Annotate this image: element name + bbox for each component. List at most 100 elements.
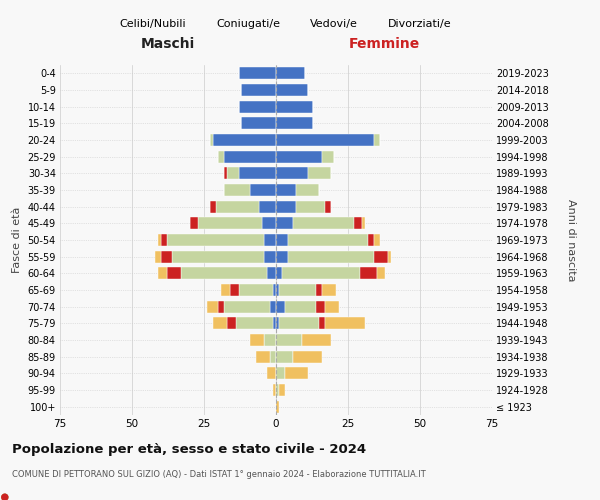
Bar bbox=[155, 250, 161, 262]
Bar bbox=[158, 268, 167, 280]
Bar bbox=[270, 300, 276, 312]
Bar bbox=[276, 268, 282, 280]
Bar bbox=[273, 384, 276, 396]
Text: Popolazione per età, sesso e stato civile - 2024: Popolazione per età, sesso e stato civil… bbox=[12, 442, 366, 456]
Bar bbox=[276, 134, 374, 146]
Bar bbox=[276, 250, 287, 262]
Bar bbox=[224, 168, 227, 179]
Text: COMUNE DI PETTORANO SUL GIZIO (AQ) - Dati ISTAT 1° gennaio 2024 - Elaborazione T: COMUNE DI PETTORANO SUL GIZIO (AQ) - Dat… bbox=[12, 470, 426, 479]
Bar bbox=[239, 100, 276, 112]
Bar bbox=[276, 68, 305, 80]
Bar bbox=[265, 234, 276, 246]
Bar bbox=[276, 318, 279, 330]
Bar bbox=[210, 134, 212, 146]
Bar bbox=[268, 268, 276, 280]
Bar bbox=[273, 284, 276, 296]
Bar bbox=[276, 118, 313, 130]
Bar bbox=[224, 184, 250, 196]
Bar bbox=[161, 234, 167, 246]
Bar bbox=[250, 334, 265, 346]
Bar bbox=[256, 350, 270, 362]
Y-axis label: Anni di nascita: Anni di nascita bbox=[566, 198, 576, 281]
Bar bbox=[212, 318, 227, 330]
Bar bbox=[268, 368, 276, 380]
Bar bbox=[250, 184, 276, 196]
Bar bbox=[276, 100, 313, 112]
Bar bbox=[374, 234, 380, 246]
Bar bbox=[241, 84, 276, 96]
Bar bbox=[359, 268, 377, 280]
Y-axis label: Fasce di età: Fasce di età bbox=[12, 207, 22, 273]
Bar bbox=[276, 384, 279, 396]
Bar bbox=[227, 318, 236, 330]
Bar bbox=[287, 234, 368, 246]
Bar bbox=[276, 234, 287, 246]
Bar bbox=[239, 168, 276, 179]
Bar bbox=[158, 234, 161, 246]
Bar bbox=[265, 250, 276, 262]
Bar bbox=[224, 150, 276, 162]
Bar bbox=[325, 300, 340, 312]
Bar bbox=[239, 68, 276, 80]
Bar bbox=[270, 350, 276, 362]
Bar bbox=[227, 168, 239, 179]
Bar bbox=[218, 150, 224, 162]
Bar bbox=[181, 268, 268, 280]
Bar bbox=[167, 234, 265, 246]
Bar bbox=[319, 318, 325, 330]
Bar bbox=[284, 300, 316, 312]
Bar bbox=[207, 300, 218, 312]
Bar bbox=[276, 368, 284, 380]
Bar bbox=[296, 184, 319, 196]
Bar bbox=[259, 200, 276, 212]
Bar bbox=[388, 250, 391, 262]
Bar bbox=[212, 134, 276, 146]
Bar bbox=[172, 250, 265, 262]
Bar bbox=[276, 350, 293, 362]
Bar bbox=[322, 284, 337, 296]
Bar bbox=[224, 300, 270, 312]
Bar bbox=[325, 318, 365, 330]
Bar bbox=[236, 318, 273, 330]
Bar bbox=[161, 250, 172, 262]
Bar bbox=[276, 84, 308, 96]
Bar bbox=[374, 134, 380, 146]
Bar bbox=[239, 284, 273, 296]
Bar bbox=[325, 200, 331, 212]
Bar bbox=[276, 400, 279, 412]
Bar bbox=[262, 218, 276, 230]
Bar bbox=[276, 334, 302, 346]
Bar bbox=[218, 300, 224, 312]
Bar bbox=[276, 150, 322, 162]
Bar bbox=[322, 150, 334, 162]
Bar bbox=[265, 334, 276, 346]
Text: Maschi: Maschi bbox=[141, 37, 195, 51]
Legend: Celibi/Nubili, Coniugati/e, Vedovi/e, Divorziati/e: Celibi/Nubili, Coniugati/e, Vedovi/e, Di… bbox=[96, 14, 456, 34]
Bar bbox=[308, 168, 331, 179]
Bar bbox=[276, 284, 279, 296]
Bar bbox=[362, 218, 365, 230]
Bar bbox=[215, 200, 259, 212]
Bar bbox=[368, 234, 374, 246]
Bar bbox=[293, 350, 322, 362]
Bar bbox=[276, 184, 296, 196]
Bar bbox=[377, 268, 385, 280]
Bar bbox=[221, 284, 230, 296]
Text: Femmine: Femmine bbox=[349, 37, 419, 51]
Bar bbox=[167, 268, 181, 280]
Bar bbox=[296, 200, 325, 212]
Bar bbox=[230, 284, 239, 296]
Bar bbox=[241, 118, 276, 130]
Bar bbox=[287, 250, 374, 262]
Bar bbox=[284, 368, 308, 380]
Bar bbox=[293, 218, 354, 230]
Bar bbox=[316, 284, 322, 296]
Bar bbox=[279, 284, 316, 296]
Bar bbox=[374, 250, 388, 262]
Bar bbox=[198, 218, 262, 230]
Bar bbox=[279, 318, 319, 330]
Bar bbox=[354, 218, 362, 230]
Bar bbox=[276, 300, 284, 312]
Bar bbox=[302, 334, 331, 346]
Bar bbox=[316, 300, 325, 312]
